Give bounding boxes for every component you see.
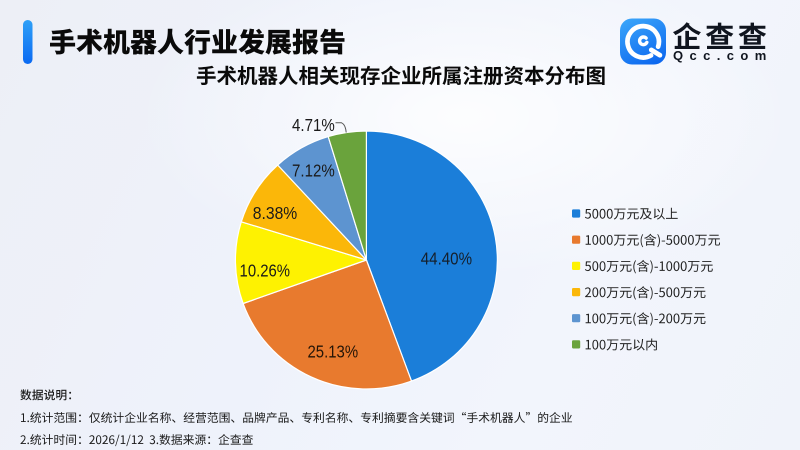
svg-text:7.12%: 7.12% — [292, 161, 335, 181]
svg-text:44.40%: 44.40% — [421, 249, 472, 269]
svg-text:8.38%: 8.38% — [253, 203, 298, 223]
svg-text:25.13%: 25.13% — [308, 342, 359, 362]
svg-text:Qcc.com: Qcc.com — [673, 48, 773, 63]
svg-text:4.71%: 4.71% — [292, 115, 335, 135]
svg-text:10.26%: 10.26% — [240, 260, 291, 280]
